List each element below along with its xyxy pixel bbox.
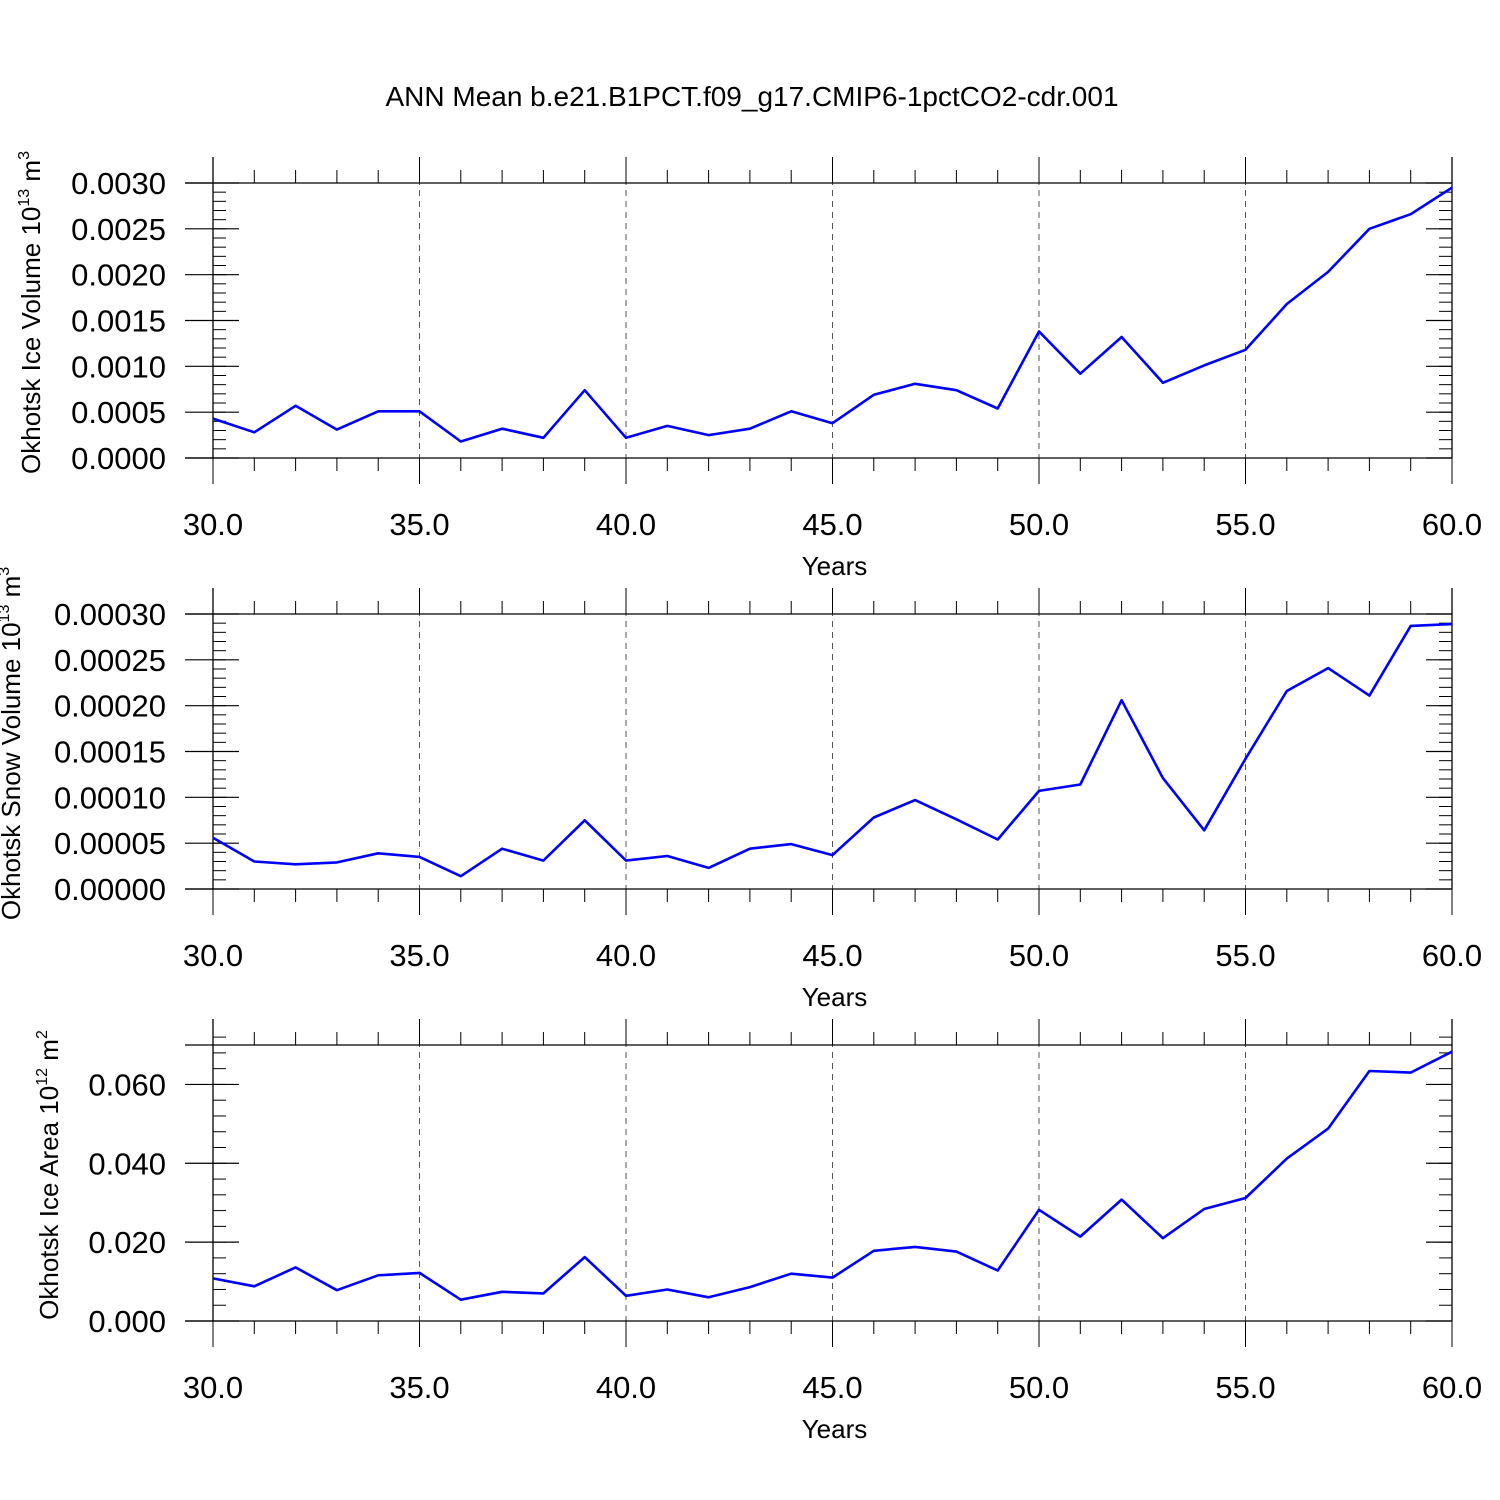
x-tick-label: 45.0	[802, 1370, 862, 1405]
y-tick-label: 0.00010	[54, 780, 166, 815]
x-tick-label: 50.0	[1009, 507, 1069, 542]
x-tick-label: 45.0	[802, 938, 862, 973]
x-tick-label: 40.0	[596, 1370, 656, 1405]
chart-panel-2: 30.0 35.0 40.0 45.0 50.0 55.0 60.0 0.00000 0.000…	[0, 567, 1482, 1012]
y-axis-label: Okhotsk Ice Volume 1013 m3	[16, 151, 46, 474]
chart-panel-1: 30.0 35.0 40.0 45.0 50.0 55.0 60.0 0.0000 0.0005…	[16, 151, 1482, 581]
x-tick-label: 35.0	[389, 507, 449, 542]
y-tick-label: 0.00030	[54, 597, 166, 632]
y-tick-label: 0.0010	[71, 349, 166, 384]
x-tick-label: 55.0	[1215, 507, 1275, 542]
x-tick-label: 60.0	[1422, 938, 1482, 973]
series-line	[212, 622, 1453, 878]
x-tick-label: 35.0	[389, 938, 449, 973]
y-tick-label: 0.0015	[71, 304, 166, 339]
x-axis-label: Years	[802, 1414, 868, 1444]
y-tick-label: 0.0000	[71, 441, 166, 476]
y-tick-label: 0.0005	[71, 395, 166, 430]
x-axis-label: Years	[802, 982, 868, 1012]
y-tick-label: 0.020	[88, 1225, 166, 1260]
y-tick-label: 0.040	[88, 1146, 166, 1181]
x-tick-label: 60.0	[1422, 1370, 1482, 1405]
y-tick-label: 0.0030	[71, 166, 166, 201]
series-line	[212, 186, 1453, 443]
y-tick-label: 0.00025	[54, 643, 166, 678]
x-tick-label: 45.0	[802, 507, 862, 542]
x-tick-label: 55.0	[1215, 1370, 1275, 1405]
x-tick-label: 50.0	[1009, 1370, 1069, 1405]
x-axis-label: Years	[802, 551, 868, 581]
y-tick-label: 0.0025	[71, 212, 166, 247]
x-tick-label: 30.0	[183, 1370, 243, 1405]
x-tick-label: 40.0	[596, 507, 656, 542]
y-axis-label: Okhotsk Ice Area 1012 m2	[34, 1030, 64, 1320]
x-tick-label: 30.0	[183, 938, 243, 973]
y-tick-label: 0.00015	[54, 735, 166, 770]
y-tick-label: 0.060	[88, 1067, 166, 1102]
x-tick-label: 40.0	[596, 938, 656, 973]
x-tick-label: 30.0	[183, 507, 243, 542]
figure-title: ANN Mean b.e21.B1PCT.f09_g17.CMIP6-1pctC…	[385, 81, 1118, 112]
chart-panel-3: 30.0 35.0 40.0 45.0 50.0 55.0 60.0 0.000 0.020 0.…	[34, 1019, 1482, 1444]
panels: 30.0 35.0 40.0 45.0 50.0 55.0 60.00.00000.0005…	[0, 151, 1482, 1444]
y-tick-label: 0.000	[88, 1304, 166, 1339]
x-tick-label: 50.0	[1009, 938, 1069, 973]
y-axis-label: Okhotsk Snow Volume 1013 m3	[0, 567, 26, 920]
y-tick-label: 0.00000	[54, 872, 166, 907]
x-tick-label: 55.0	[1215, 938, 1275, 973]
y-tick-label: 0.00020	[54, 689, 166, 724]
x-tick-label: 35.0	[389, 1370, 449, 1405]
y-tick-label: 0.0020	[71, 258, 166, 293]
x-tick-label: 60.0	[1422, 507, 1482, 542]
y-tick-label: 0.00005	[54, 826, 166, 861]
